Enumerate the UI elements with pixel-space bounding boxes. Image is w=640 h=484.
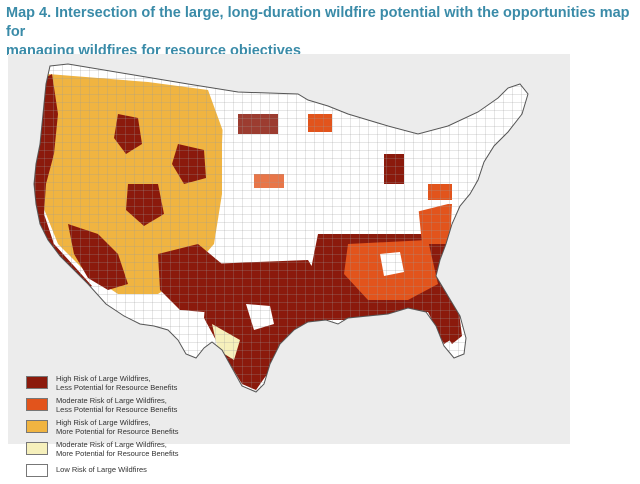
legend-swatch bbox=[26, 464, 48, 477]
title-line-1: Map 4. Intersection of the large, long-d… bbox=[6, 5, 630, 40]
map-panel: High Risk of Large Wildfires, Less Poten… bbox=[8, 54, 570, 477]
legend-item-high-more: High Risk of Large Wildfires, More Poten… bbox=[22, 418, 222, 440]
legend-swatch bbox=[26, 442, 48, 455]
legend-item-moderate-more: Moderate Risk of Large Wildfires, More P… bbox=[22, 440, 222, 462]
map-title: Map 4. Intersection of the large, long-d… bbox=[6, 4, 636, 61]
legend-item-low: Low Risk of Large Wildfires bbox=[22, 462, 222, 484]
map-legend: High Risk of Large Wildfires, Less Poten… bbox=[22, 374, 222, 484]
legend-item-high-less: High Risk of Large Wildfires, Less Poten… bbox=[22, 374, 222, 396]
us-wildfire-map bbox=[33, 63, 529, 393]
legend-item-moderate-less: Moderate Risk of Large Wildfires, Less P… bbox=[22, 396, 222, 418]
legend-swatch bbox=[26, 420, 48, 433]
legend-swatch bbox=[26, 398, 48, 411]
legend-swatch bbox=[26, 376, 48, 389]
